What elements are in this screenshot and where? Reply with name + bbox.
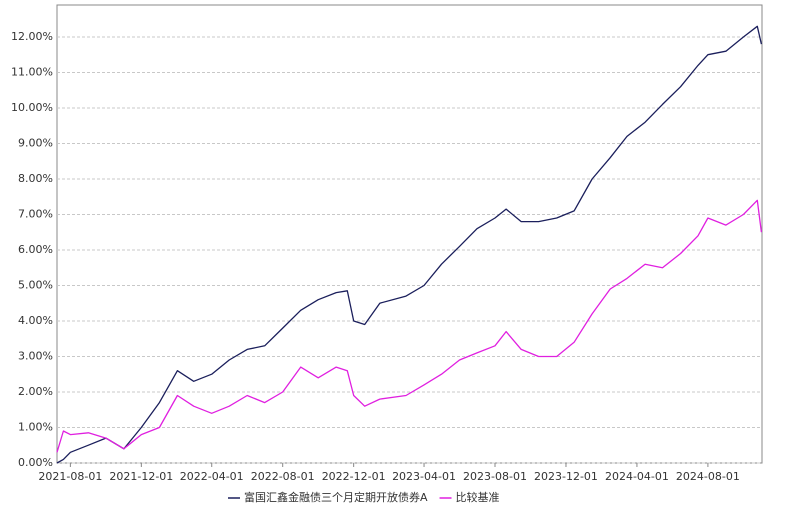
x-tick-label: 2024-08-01 bbox=[676, 470, 740, 483]
y-tick-label: 10.00% bbox=[11, 101, 53, 114]
x-tick-label: 2021-12-01 bbox=[109, 470, 173, 483]
x-tick-label: 2022-12-01 bbox=[322, 470, 386, 483]
y-tick-label: 6.00% bbox=[18, 243, 53, 256]
x-tick-label: 2023-08-01 bbox=[463, 470, 527, 483]
x-tick-label: 2023-12-01 bbox=[534, 470, 598, 483]
legend-label: 富国汇鑫金融债三个月定期开放债券A bbox=[244, 490, 428, 504]
y-tick-label: 11.00% bbox=[11, 65, 53, 78]
x-tick-label: 2023-04-01 bbox=[392, 470, 456, 483]
x-tick-label: 2022-08-01 bbox=[251, 470, 315, 483]
y-tick-label: 5.00% bbox=[18, 278, 53, 291]
series-line bbox=[56, 199, 763, 453]
y-tick-label: 7.00% bbox=[18, 207, 53, 220]
plot-frame bbox=[56, 4, 763, 464]
y-tick-label: 2.00% bbox=[18, 385, 53, 398]
legend-label: 比较基准 bbox=[456, 490, 500, 504]
series-line bbox=[56, 25, 763, 464]
y-tick-label: 12.00% bbox=[11, 30, 53, 43]
y-tick-label: 4.00% bbox=[18, 314, 53, 327]
y-tick-label: 8.00% bbox=[18, 172, 53, 185]
x-tick-label: 2022-04-01 bbox=[180, 470, 244, 483]
x-tick-label: 2024-04-01 bbox=[605, 470, 669, 483]
y-tick-label: 0.00% bbox=[18, 456, 53, 469]
y-tick-label: 1.00% bbox=[18, 420, 53, 433]
x-tick-label: 2021-08-01 bbox=[38, 470, 102, 483]
y-tick-label: 3.00% bbox=[18, 349, 53, 362]
y-tick-label: 9.00% bbox=[18, 136, 53, 149]
